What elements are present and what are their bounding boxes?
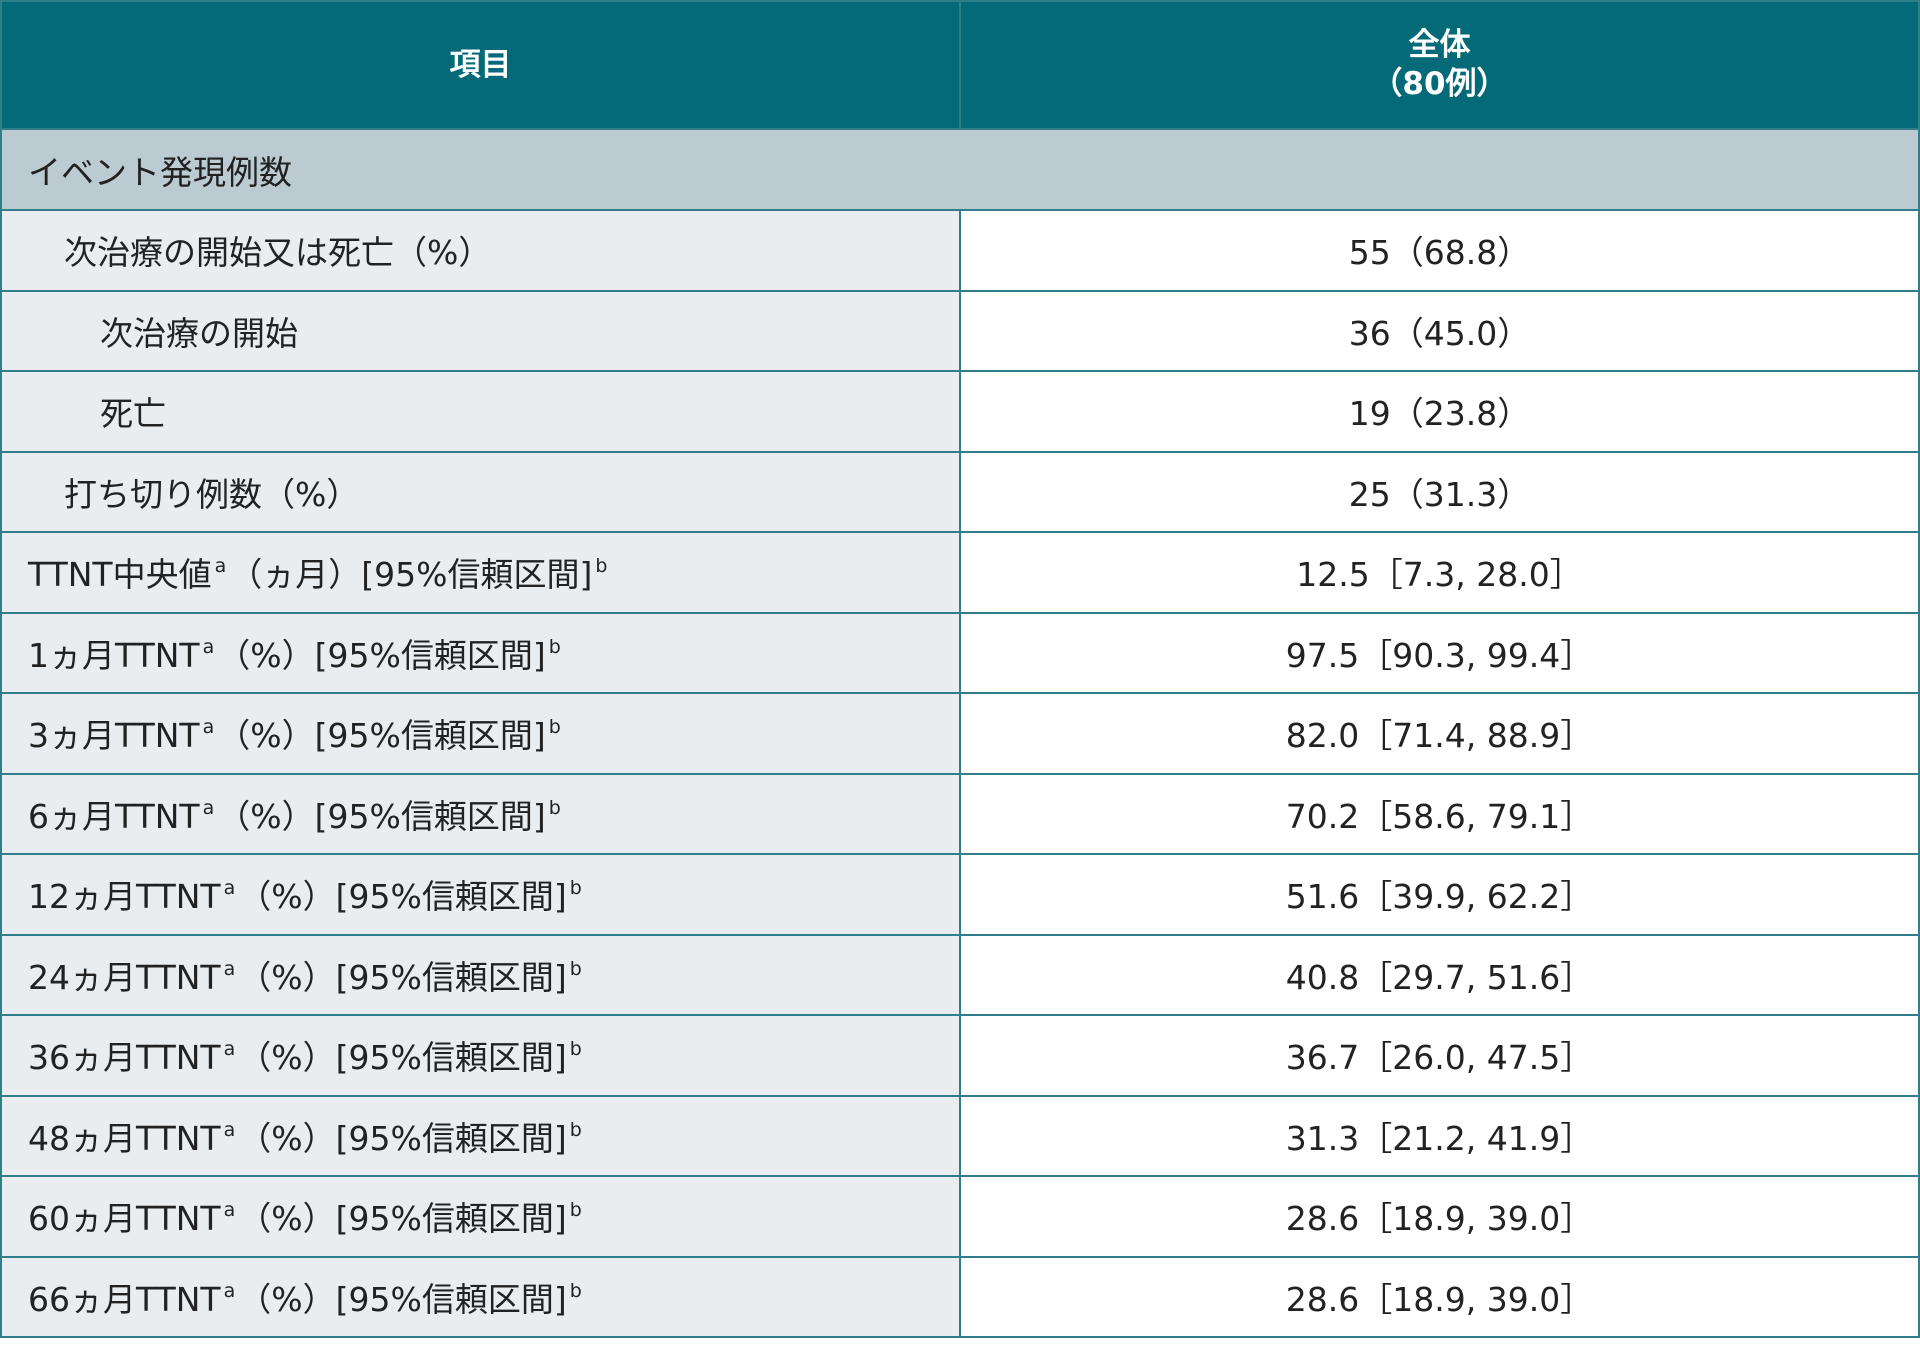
label-text: 60ヵ月TTNT: [28, 1199, 221, 1239]
label-text: （%）[95%信頼区間]: [217, 796, 546, 836]
data-row: 3ヵ月TTNT a（%）[95%信頼区間] b 82.0［71.4, 88.9］: [0, 692, 1920, 775]
row-label: 次治療の開始又は死亡（%）: [0, 209, 961, 292]
label-text: （%）[95%信頼区間]: [238, 877, 567, 917]
footnote-mark: b: [569, 877, 582, 900]
label-text: 打ち切り例数（%）: [64, 474, 360, 514]
data-row: 60ヵ月TTNT a（%）[95%信頼区間] b 28.6［18.9, 39.0］: [0, 1175, 1920, 1258]
row-label: 12ヵ月TTNT a（%）[95%信頼区間] b: [0, 853, 961, 936]
row-value: 36.7［26.0, 47.5］: [959, 1014, 1920, 1097]
data-row: TTNT中央値 a（ヵ月）[95%信頼区間] b 12.5［7.3, 28.0］: [0, 531, 1920, 614]
footnote-mark: b: [595, 555, 608, 578]
row-label: 1ヵ月TTNT a（%）[95%信頼区間] b: [0, 611, 961, 694]
footnote-mark: b: [548, 635, 561, 658]
row-label: 次治療の開始: [0, 289, 961, 372]
data-row: 12ヵ月TTNT a（%）[95%信頼区間] b 51.6［39.9, 62.2］: [0, 853, 1920, 936]
row-value: 40.8［29.7, 51.6］: [959, 933, 1920, 1016]
section-row: イベント発現例数: [0, 128, 1920, 211]
label-text: 24ヵ月TTNT: [28, 957, 221, 997]
label-text: （ヵ月）[95%信頼区間]: [229, 555, 593, 595]
label-text: 次治療の開始又は死亡（%）: [64, 233, 492, 273]
footnote-mark: b: [569, 1118, 582, 1141]
data-row: 6ヵ月TTNT a（%）[95%信頼区間] b 70.2［58.6, 79.1］: [0, 772, 1920, 855]
footnote-mark: a: [223, 957, 236, 980]
label-text: TTNT中央値: [28, 555, 212, 595]
footnote-mark: a: [202, 796, 215, 819]
data-row: 次治療の開始又は死亡（%） 55（68.8）: [0, 209, 1920, 292]
header-item: 項目: [0, 0, 961, 130]
header-overall-title: 全体: [1408, 27, 1471, 64]
label-text: （%）[95%信頼区間]: [238, 1118, 567, 1158]
data-row: 24ヵ月TTNT a（%）[95%信頼区間] b 40.8［29.7, 51.6］: [0, 933, 1920, 1016]
header-overall: 全体 （80例）: [959, 0, 1920, 130]
row-label: 48ヵ月TTNT a（%）[95%信頼区間] b: [0, 1094, 961, 1177]
label-text: （%）[95%信頼区間]: [217, 635, 546, 675]
footnote-mark: a: [223, 1038, 236, 1061]
footnote-mark: b: [569, 1279, 582, 1302]
label-text: （%）[95%信頼区間]: [238, 1279, 567, 1319]
label-text: 死亡: [100, 394, 166, 434]
row-value: 31.3［21.2, 41.9］: [959, 1094, 1920, 1177]
row-value: 19（23.8）: [959, 370, 1920, 453]
data-row: 66ヵ月TTNT a（%）[95%信頼区間] b 28.6［18.9, 39.0］: [0, 1255, 1920, 1338]
row-value: 51.6［39.9, 62.2］: [959, 853, 1920, 936]
data-row: 36ヵ月TTNT a（%）[95%信頼区間] b 36.7［26.0, 47.5］: [0, 1014, 1920, 1097]
label-text: （%）[95%信頼区間]: [238, 1199, 567, 1239]
data-row: 1ヵ月TTNT a（%）[95%信頼区間] b 97.5［90.3, 99.4］: [0, 611, 1920, 694]
footnote-mark: b: [569, 1199, 582, 1222]
row-label: 6ヵ月TTNT a（%）[95%信頼区間] b: [0, 772, 961, 855]
header-overall-n: （80例）: [1371, 66, 1508, 102]
row-label: 66ヵ月TTNT a（%）[95%信頼区間] b: [0, 1255, 961, 1338]
row-label: 打ち切り例数（%）: [0, 450, 961, 533]
label-text: 12ヵ月TTNT: [28, 877, 221, 917]
row-value: 28.6［18.9, 39.0］: [959, 1175, 1920, 1258]
footnote-mark: a: [223, 1118, 236, 1141]
row-value: 70.2［58.6, 79.1］: [959, 772, 1920, 855]
row-value: 12.5［7.3, 28.0］: [959, 531, 1920, 614]
footnote-mark: b: [569, 1038, 582, 1061]
footnote-mark: a: [202, 716, 215, 739]
label-text: （%）[95%信頼区間]: [217, 716, 546, 756]
footnote-mark: a: [202, 635, 215, 658]
row-label: TTNT中央値 a（ヵ月）[95%信頼区間] b: [0, 531, 961, 614]
row-value: 82.0［71.4, 88.9］: [959, 692, 1920, 775]
header-row: 項目 全体 （80例）: [0, 0, 1920, 130]
row-value: 25（31.3）: [959, 450, 1920, 533]
data-row: 死亡 19（23.8）: [0, 370, 1920, 453]
label-text: 1ヵ月TTNT: [28, 635, 200, 675]
footnote-mark: a: [214, 555, 227, 578]
row-value: 97.5［90.3, 99.4］: [959, 611, 1920, 694]
row-label: 60ヵ月TTNT a（%）[95%信頼区間] b: [0, 1175, 961, 1258]
label-text: （%）[95%信頼区間]: [238, 957, 567, 997]
label-text: 36ヵ月TTNT: [28, 1038, 221, 1078]
footnote-mark: b: [569, 957, 582, 980]
section-label: イベント発現例数: [0, 128, 1920, 211]
row-value: 28.6［18.9, 39.0］: [959, 1255, 1920, 1338]
footnote-mark: b: [548, 796, 561, 819]
label-text: 66ヵ月TTNT: [28, 1279, 221, 1319]
row-label: 24ヵ月TTNT a（%）[95%信頼区間] b: [0, 933, 961, 1016]
row-value: 36（45.0）: [959, 289, 1920, 372]
footnote-mark: a: [223, 1199, 236, 1222]
label-text: 6ヵ月TTNT: [28, 796, 200, 836]
label-text: 3ヵ月TTNT: [28, 716, 200, 756]
row-label: 3ヵ月TTNT a（%）[95%信頼区間] b: [0, 692, 961, 775]
label-text: （%）[95%信頼区間]: [238, 1038, 567, 1078]
label-text: 次治療の開始: [100, 313, 298, 353]
data-row: 48ヵ月TTNT a（%）[95%信頼区間] b 31.3［21.2, 41.9］: [0, 1094, 1920, 1177]
row-label: 死亡: [0, 370, 961, 453]
footnote-mark: b: [548, 716, 561, 739]
footnote-mark: a: [223, 877, 236, 900]
data-row: 打ち切り例数（%） 25（31.3）: [0, 450, 1920, 533]
data-row: 次治療の開始 36（45.0）: [0, 289, 1920, 372]
row-label: 36ヵ月TTNT a（%）[95%信頼区間] b: [0, 1014, 961, 1097]
row-value: 55（68.8）: [959, 209, 1920, 292]
footnote-mark: a: [223, 1279, 236, 1302]
label-text: 48ヵ月TTNT: [28, 1118, 221, 1158]
